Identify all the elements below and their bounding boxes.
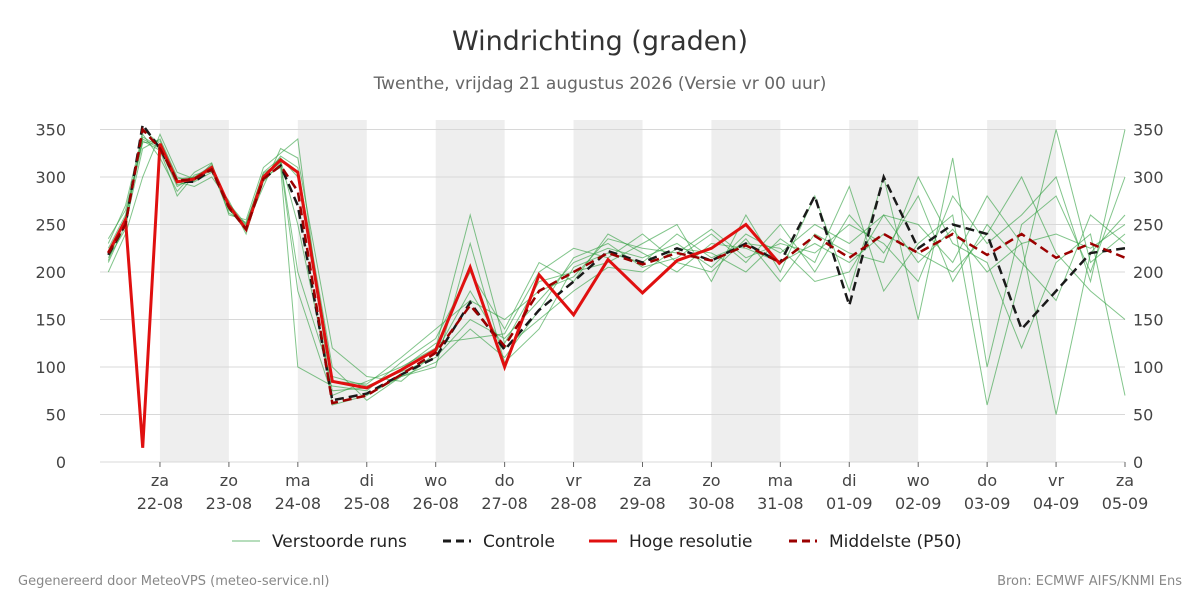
y2-tick-label: 50 <box>1133 406 1153 425</box>
x-tick-label: 31-08 <box>757 494 804 513</box>
series-line <box>107 121 1126 402</box>
x-tick-label: 28-08 <box>550 494 597 513</box>
y2-tick-label: 0 <box>1133 453 1143 472</box>
legend-label: Hoge resolutie <box>629 532 753 552</box>
ensemble-line <box>107 136 1126 415</box>
day-band <box>573 120 643 462</box>
x-tick-weekday: za <box>633 471 651 490</box>
x-tick-label: 25-08 <box>344 494 391 513</box>
footer-right: Bron: ECMWF AIFS/KNMI Ens <box>997 574 1182 589</box>
y2-tick-label: 200 <box>1133 263 1164 282</box>
x-tick-weekday: ma <box>285 471 310 490</box>
x-tick-label: 24-08 <box>275 494 322 513</box>
chart-title: Windrichting (graden) <box>452 26 748 57</box>
y-tick-label: 300 <box>35 168 66 187</box>
x-tick-label: 03-09 <box>964 494 1011 513</box>
x-tick-weekday: vr <box>566 471 582 490</box>
legend-label: Controle <box>483 532 555 552</box>
y2-tick-label: 150 <box>1133 311 1164 330</box>
y-tick-label: 150 <box>35 311 66 330</box>
y-tick-label: 0 <box>56 453 66 472</box>
legend: Verstoorde runs Controle Hoge resolutie Mid… <box>232 532 962 552</box>
y-tick-label: 100 <box>35 358 66 377</box>
x-tick-weekday: zo <box>220 471 238 490</box>
footer-left: Gegenereerd door MeteoVPS (meteo-service… <box>18 574 329 589</box>
x-tick-label: 02-09 <box>895 494 942 513</box>
x-tick-label: 30-08 <box>688 494 735 513</box>
ensemble-line <box>107 128 1126 392</box>
day-band <box>297 120 367 462</box>
x-tick-weekday: do <box>495 471 515 490</box>
x-tick-label: 01-09 <box>826 494 873 513</box>
x-tick-label: 27-08 <box>481 494 528 513</box>
chart-subtitle: Twenthe, vrijdag 21 augustus 2026 (Versi… <box>373 74 827 94</box>
x-tick-weekday: do <box>977 471 997 490</box>
x-tick-weekday: di <box>359 471 374 490</box>
grid <box>100 129 1126 467</box>
x-tick-label: 22-08 <box>137 494 184 513</box>
x-tick-weekday: wo <box>424 471 447 490</box>
axis-labels: 0 0 50 50 100 100 150 150 200 200 250 250 300 300 350 3… <box>35 121 1163 514</box>
x-tick-label: 23-08 <box>206 494 253 513</box>
legend-label: Verstoorde runs <box>272 532 407 552</box>
y2-tick-label: 250 <box>1133 216 1164 235</box>
x-tick-weekday: za <box>151 471 169 490</box>
x-tick-label: 04-09 <box>1033 494 1080 513</box>
y-tick-label: 350 <box>35 121 66 140</box>
x-tick-label: 29-08 <box>619 494 666 513</box>
legend-label: Middelste (P50) <box>829 532 962 552</box>
series-line <box>106 143 782 448</box>
x-tick-weekday: ma <box>768 471 793 490</box>
y-tick-label: 250 <box>35 216 66 235</box>
x-tick-weekday: wo <box>907 471 930 490</box>
series-line <box>107 126 1126 405</box>
ensemble-line <box>107 138 1126 397</box>
y2-tick-label: 100 <box>1133 358 1164 377</box>
y2-tick-label: 300 <box>1133 168 1164 187</box>
x-tick-weekday: di <box>842 471 857 490</box>
x-tick-label: 26-08 <box>412 494 459 513</box>
x-tick-label: 05-09 <box>1102 494 1149 513</box>
y2-tick-label: 350 <box>1133 121 1164 140</box>
plot-lines <box>106 121 1126 448</box>
x-tick-weekday: zo <box>702 471 720 490</box>
day-band <box>711 120 781 462</box>
x-tick-weekday: za <box>1116 471 1134 490</box>
y-tick-label: 200 <box>35 263 66 282</box>
x-tick-weekday: vr <box>1048 471 1064 490</box>
y-tick-label: 50 <box>46 406 66 425</box>
